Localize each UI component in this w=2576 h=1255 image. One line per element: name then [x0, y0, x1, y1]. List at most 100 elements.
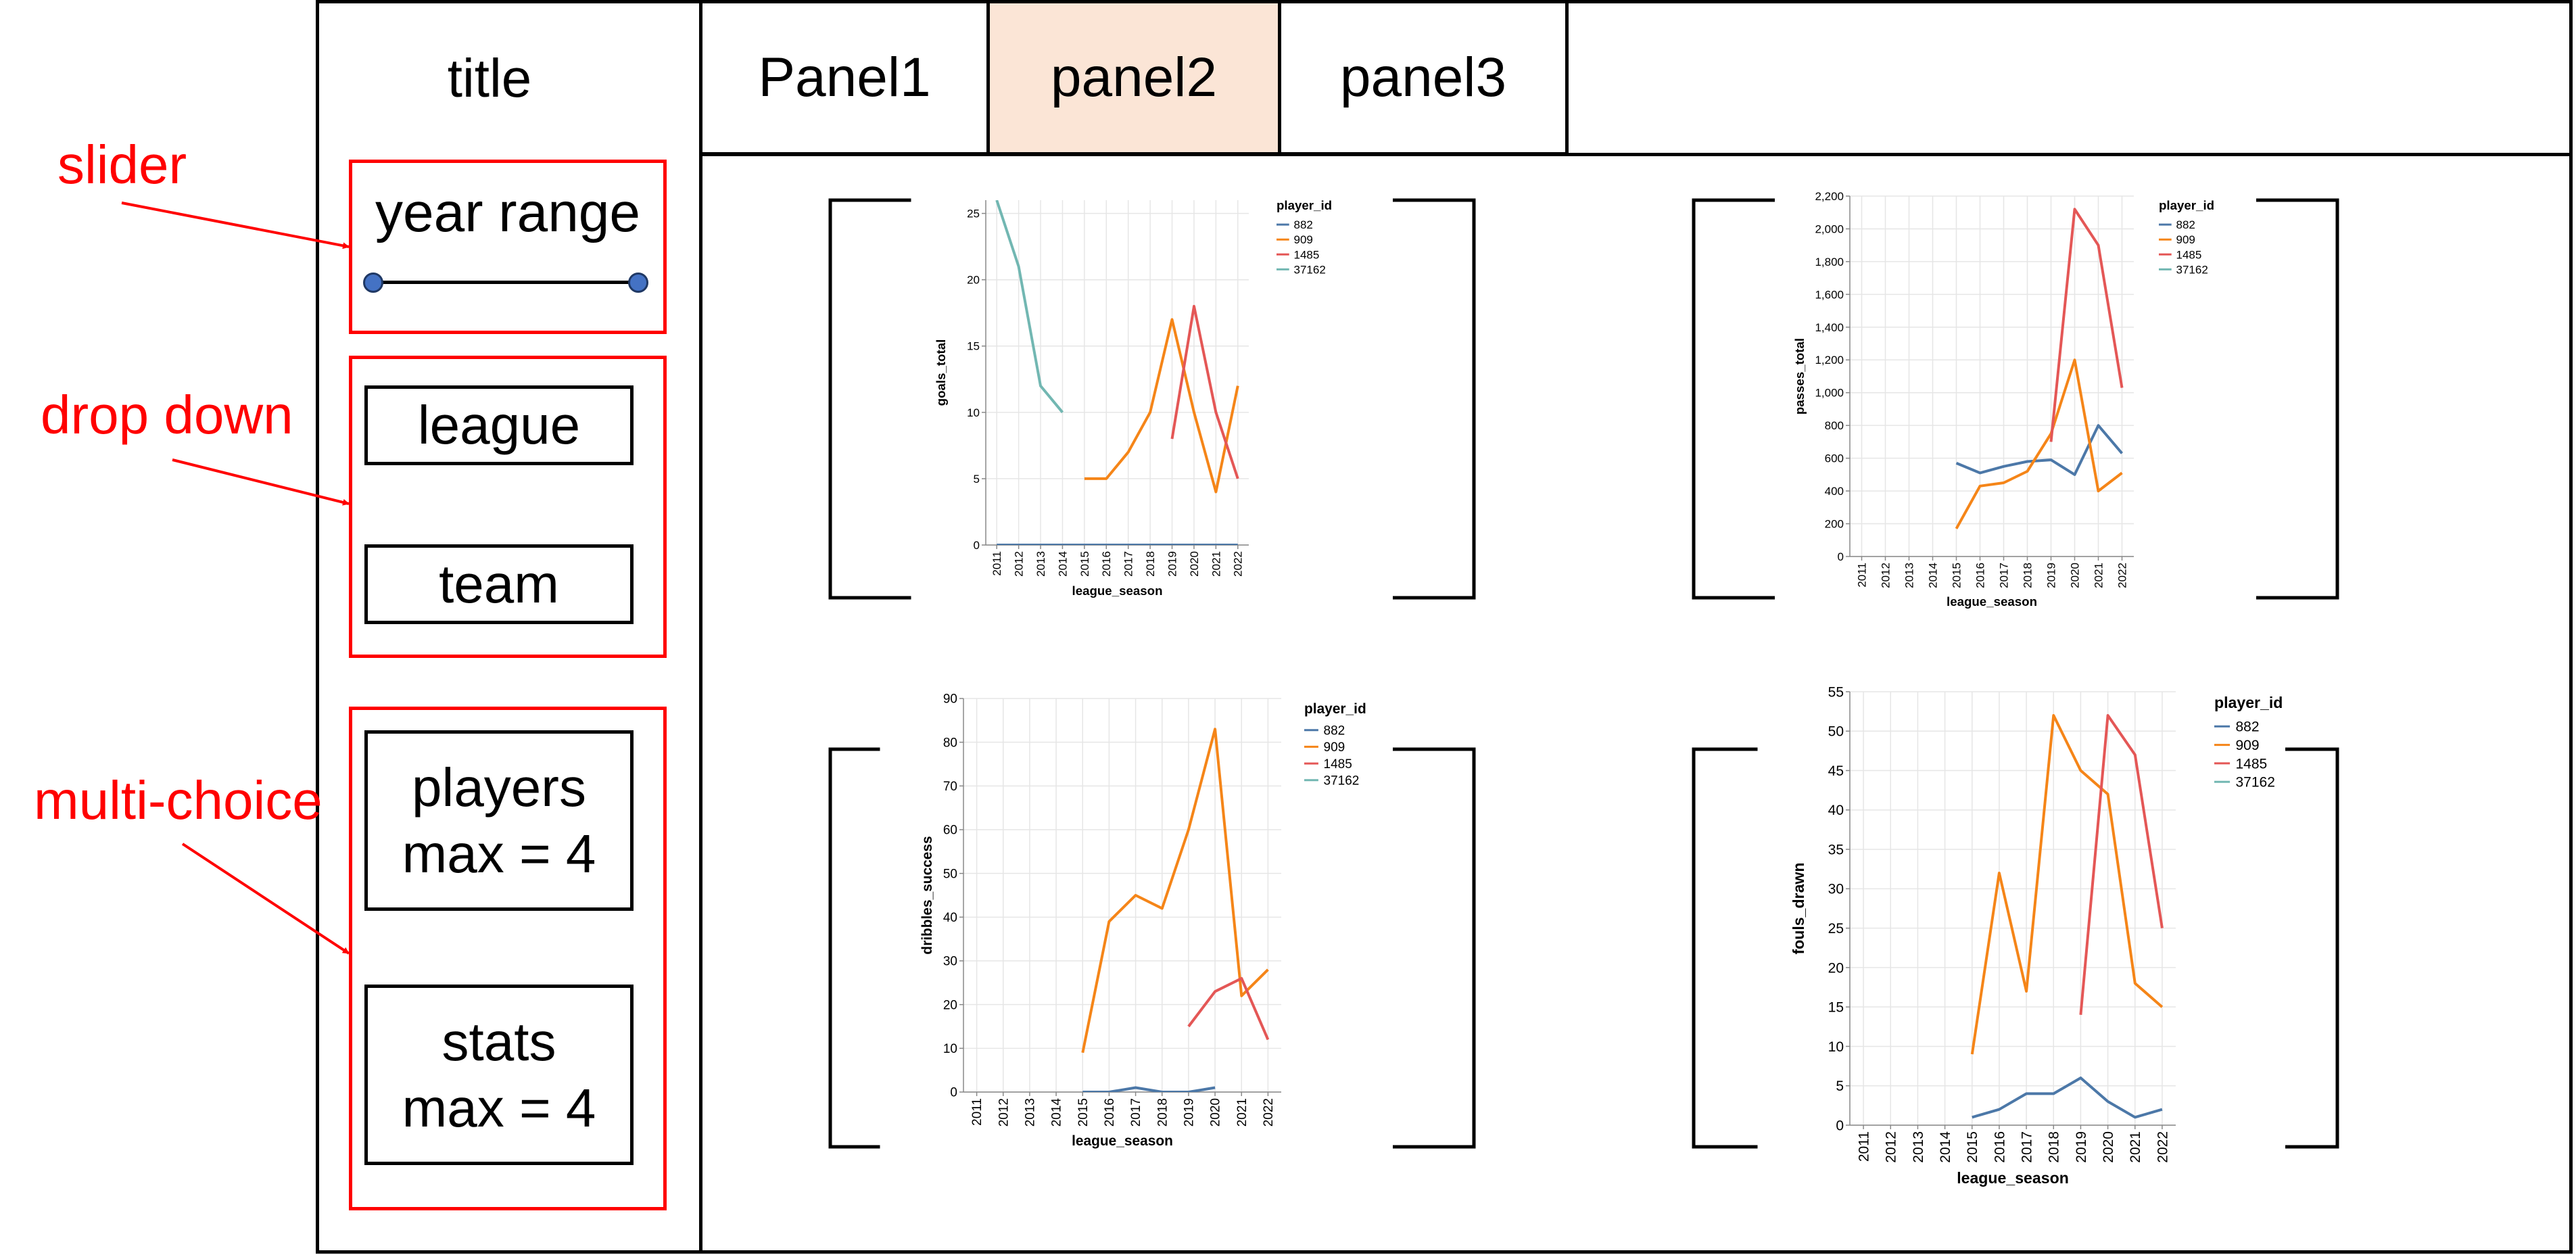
tick-label-y: 60	[943, 824, 957, 838]
tick-label-y: 20	[943, 998, 957, 1012]
legend-label: 37162	[2176, 263, 2208, 276]
tick-label-x: 2018	[1144, 551, 1157, 577]
tick-label-x: 2016	[1100, 551, 1113, 577]
dropdown-group	[349, 356, 667, 658]
tick-label-y: 600	[1825, 452, 1844, 465]
series-line-882	[1082, 1086, 1216, 1092]
legend-label: 909	[2236, 738, 2260, 753]
league-dropdown[interactable]: league	[364, 385, 634, 465]
legend-label: 1485	[2176, 248, 2202, 261]
tick-label-y: 1,200	[1815, 354, 1844, 366]
x-axis-title: league_season	[1072, 1133, 1173, 1149]
tick-label-x: 2022	[2155, 1131, 2170, 1163]
tick-label-y: 0	[1838, 550, 1844, 563]
tab-bar-divider	[700, 153, 2571, 156]
tick-label-y: 10	[967, 406, 980, 419]
tick-label-y: 10	[943, 1042, 957, 1056]
tick-label-x: 2013	[1911, 1131, 1926, 1163]
legend-title: player_id	[1277, 198, 1332, 212]
legend-label: 1485	[1294, 248, 1320, 261]
tick-label-x: 2019	[2074, 1131, 2089, 1163]
tick-label-y: 80	[943, 736, 957, 750]
stats-select-limit: max = 4	[402, 1077, 596, 1138]
slider-handle-end[interactable]	[628, 273, 648, 293]
bracket-left	[1692, 198, 1775, 600]
players-multi-select[interactable]: players max = 4	[364, 730, 634, 911]
tick-label-y: 20	[1828, 960, 1844, 976]
tick-label-y: 10	[1828, 1039, 1844, 1055]
sidebar	[316, 0, 702, 1254]
tick-label-y: 90	[943, 692, 957, 707]
tick-label-x: 2020	[2068, 563, 2081, 588]
tick-label-y: 5	[974, 473, 980, 486]
tick-label-x: 2011	[1855, 563, 1868, 588]
annotation-drop-down: drop down	[41, 385, 293, 445]
series-line-882	[1955, 424, 2124, 476]
legend-label: 37162	[2236, 775, 2275, 790]
tick-label-x: 2021	[2128, 1131, 2143, 1163]
tick-label-x: 2012	[997, 1098, 1011, 1127]
tick-label-y: 400	[1825, 485, 1844, 498]
stats-select-label: stats	[442, 1011, 556, 1072]
team-dropdown[interactable]: team	[364, 544, 634, 624]
tick-label-y: 30	[943, 955, 957, 969]
tick-label-x: 2016	[1103, 1098, 1117, 1127]
tick-label-x: 2021	[1210, 551, 1222, 577]
legend-title: player_id	[2159, 198, 2214, 212]
tick-label-y: 1,800	[1815, 256, 1844, 268]
legend-label: 882	[1294, 218, 1313, 231]
bracket-right	[1393, 747, 1476, 1149]
legend-label: 37162	[1324, 774, 1360, 788]
tick-label-y: 1,600	[1815, 288, 1844, 301]
legend-label: 1485	[1324, 757, 1352, 772]
series-line-1485	[1187, 976, 1270, 1041]
series-line-1485	[2079, 714, 2164, 1015]
year-range-slider-track[interactable]	[373, 281, 640, 284]
series-line-882	[1972, 1076, 2163, 1119]
tick-label-x: 2014	[1056, 551, 1069, 577]
tick-label-x: 2019	[1166, 551, 1178, 577]
page-title: title	[447, 48, 532, 108]
tick-label-x: 2012	[1884, 1131, 1899, 1163]
y-axis-title: dribbles_success	[920, 836, 935, 954]
tick-label-y: 35	[1828, 842, 1844, 857]
tick-label-y: 15	[1828, 1000, 1844, 1016]
tick-label-y: 30	[1828, 882, 1844, 897]
tick-label-y: 1,400	[1815, 321, 1844, 334]
tick-label-x: 2013	[1024, 1098, 1038, 1127]
series-line-909	[1955, 358, 2123, 529]
series-line-909	[1970, 714, 2164, 1055]
series-line-909	[1084, 318, 1239, 494]
slider-group	[349, 160, 667, 334]
tick-label-x: 2022	[1262, 1098, 1276, 1127]
tick-label-y: 25	[967, 208, 980, 220]
legend-label: 909	[1324, 740, 1345, 755]
chart-backdrop	[1775, 182, 2216, 621]
tick-label-x: 2013	[1034, 551, 1047, 577]
series-line-1485	[2049, 208, 2124, 442]
tick-label-y: 0	[974, 539, 980, 552]
tick-label-x: 2016	[1992, 1131, 2007, 1163]
tick-label-y: 5	[1836, 1079, 1844, 1094]
team-dropdown-label: team	[439, 554, 559, 615]
legend-label: 1485	[2236, 756, 2268, 772]
tick-label-x: 2018	[2047, 1131, 2062, 1163]
tick-label-x: 2015	[1965, 1131, 1980, 1163]
tick-label-x: 2022	[1232, 551, 1245, 577]
bracket-right	[2256, 747, 2339, 1149]
tick-label-x: 2021	[2092, 563, 2105, 588]
year-range-label: year range	[375, 182, 641, 243]
tick-label-x: 2020	[1209, 1098, 1223, 1127]
tick-label-x: 2022	[2116, 563, 2128, 588]
tick-label-x: 2013	[1903, 563, 1915, 588]
slider-handle-start[interactable]	[363, 273, 383, 293]
tick-label-x: 2011	[970, 1098, 984, 1126]
tick-label-y: 25	[1828, 921, 1844, 937]
stats-multi-select[interactable]: stats max = 4	[364, 985, 634, 1165]
tick-label-y: 70	[943, 780, 957, 794]
legend-label: 882	[2176, 218, 2195, 231]
tick-label-x: 2011	[1856, 1131, 1871, 1162]
series-line-909	[1081, 728, 1269, 1053]
